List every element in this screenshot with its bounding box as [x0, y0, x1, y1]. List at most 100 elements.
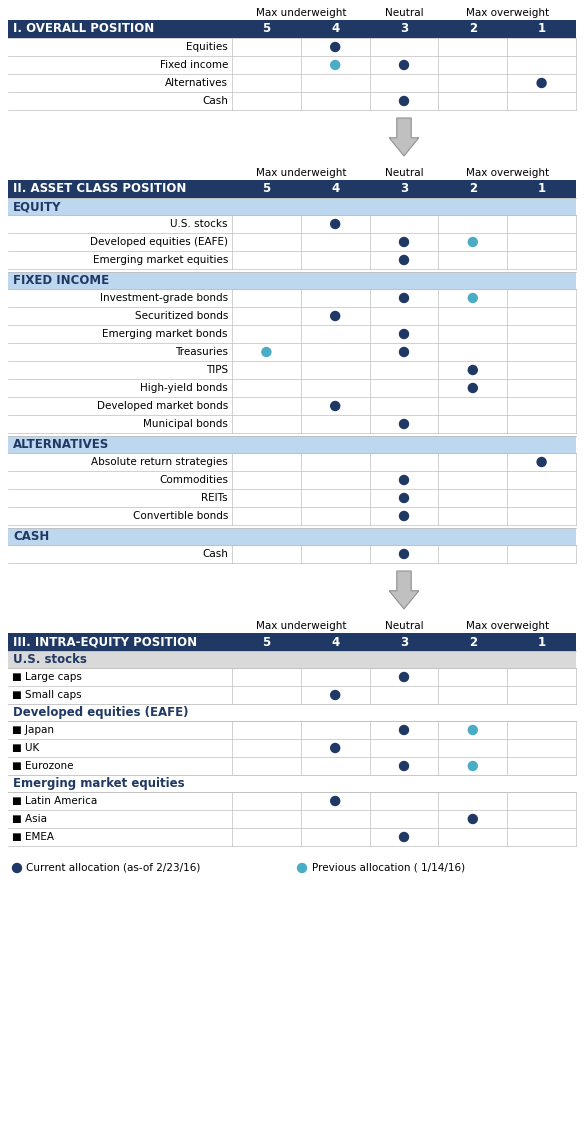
Text: Developed equities (EAFE): Developed equities (EAFE): [13, 706, 189, 718]
Bar: [8, 38, 576, 110]
Text: 3: 3: [400, 636, 408, 649]
Text: Securitized bonds: Securitized bonds: [135, 311, 228, 321]
Text: 4: 4: [331, 636, 339, 649]
Text: FIXED INCOME: FIXED INCOME: [13, 275, 109, 287]
Circle shape: [400, 255, 408, 264]
Text: 1: 1: [537, 636, 546, 649]
Polygon shape: [389, 571, 419, 609]
Circle shape: [468, 762, 478, 771]
Circle shape: [331, 744, 340, 753]
Text: ■ Asia: ■ Asia: [12, 815, 47, 824]
Text: Max underweight: Max underweight: [255, 8, 346, 18]
Text: 2: 2: [469, 183, 477, 196]
Bar: [8, 704, 576, 721]
Text: Fixed income: Fixed income: [159, 59, 228, 70]
Circle shape: [400, 294, 408, 302]
Text: Developed equities (EAFE): Developed equities (EAFE): [90, 237, 228, 247]
Bar: [8, 453, 576, 525]
Text: 1: 1: [537, 23, 546, 35]
Circle shape: [400, 673, 408, 682]
Circle shape: [400, 493, 408, 502]
Text: II. ASSET CLASS POSITION: II. ASSET CLASS POSITION: [13, 183, 186, 196]
Text: Max overweight: Max overweight: [466, 8, 548, 18]
Circle shape: [468, 238, 478, 246]
Text: 2: 2: [469, 23, 477, 35]
Text: EQUITY: EQUITY: [13, 200, 62, 213]
Text: 4: 4: [331, 23, 339, 35]
Text: I. OVERALL POSITION: I. OVERALL POSITION: [13, 23, 154, 35]
Text: Cash: Cash: [202, 549, 228, 559]
Circle shape: [331, 402, 340, 411]
Text: Developed market bonds: Developed market bonds: [97, 402, 228, 411]
Text: Emerging market equities: Emerging market equities: [93, 255, 228, 265]
Text: Max underweight: Max underweight: [255, 168, 346, 178]
Circle shape: [537, 79, 546, 87]
Text: 5: 5: [263, 636, 271, 649]
Text: Alternatives: Alternatives: [165, 78, 228, 88]
Text: Municipal bonds: Municipal bonds: [143, 419, 228, 429]
Bar: [8, 272, 576, 289]
Circle shape: [400, 511, 408, 521]
Text: Emerging market equities: Emerging market equities: [13, 777, 185, 791]
Polygon shape: [389, 118, 419, 156]
Text: Max underweight: Max underweight: [255, 621, 346, 631]
Circle shape: [468, 725, 478, 734]
Text: Absolute return strategies: Absolute return strategies: [91, 456, 228, 467]
Text: Max overweight: Max overweight: [466, 168, 548, 178]
Bar: [8, 436, 576, 453]
Bar: [8, 529, 576, 545]
Circle shape: [12, 864, 22, 873]
Text: ALTERNATIVES: ALTERNATIVES: [13, 438, 109, 451]
Bar: [8, 774, 576, 792]
Text: 3: 3: [400, 23, 408, 35]
Text: Previous allocation ( 1/14/16): Previous allocation ( 1/14/16): [312, 863, 465, 873]
Bar: [8, 668, 576, 704]
Bar: [8, 721, 576, 774]
Text: Current allocation (as-of 2/23/16): Current allocation (as-of 2/23/16): [26, 863, 200, 873]
Text: Equities: Equities: [186, 42, 228, 51]
Text: Commodities: Commodities: [159, 475, 228, 485]
Text: ■ EMEA: ■ EMEA: [12, 832, 54, 842]
Text: High-yield bonds: High-yield bonds: [140, 383, 228, 394]
Bar: [8, 633, 576, 651]
Circle shape: [400, 476, 408, 485]
Circle shape: [400, 762, 408, 771]
Circle shape: [331, 311, 340, 320]
Circle shape: [400, 96, 408, 105]
Bar: [8, 198, 576, 215]
Text: REITs: REITs: [202, 493, 228, 503]
Text: Cash: Cash: [202, 96, 228, 106]
Circle shape: [537, 458, 546, 467]
Circle shape: [468, 383, 478, 392]
Circle shape: [331, 220, 340, 229]
Text: 1: 1: [537, 183, 546, 196]
Circle shape: [400, 833, 408, 842]
Bar: [8, 180, 576, 198]
Text: 3: 3: [400, 183, 408, 196]
Circle shape: [400, 725, 408, 734]
Bar: [8, 289, 576, 432]
Text: ■ UK: ■ UK: [12, 742, 39, 753]
Text: ■ Small caps: ■ Small caps: [12, 690, 81, 700]
Text: Max overweight: Max overweight: [466, 621, 548, 631]
Text: U.S. stocks: U.S. stocks: [171, 219, 228, 229]
Text: Neutral: Neutral: [384, 168, 423, 178]
Text: 4: 4: [331, 183, 339, 196]
Circle shape: [298, 864, 306, 873]
Text: 5: 5: [263, 23, 271, 35]
Circle shape: [468, 365, 478, 374]
Text: III. INTRA-EQUITY POSITION: III. INTRA-EQUITY POSITION: [13, 636, 197, 649]
Bar: [8, 545, 576, 563]
Circle shape: [400, 348, 408, 357]
Circle shape: [400, 61, 408, 70]
Text: Convertible bonds: Convertible bonds: [132, 511, 228, 521]
Bar: [8, 215, 576, 269]
Circle shape: [331, 42, 340, 51]
Circle shape: [400, 420, 408, 429]
Text: Neutral: Neutral: [384, 621, 423, 631]
Circle shape: [400, 329, 408, 339]
Bar: [8, 651, 576, 668]
Text: ■ Eurozone: ■ Eurozone: [12, 761, 73, 771]
Text: 2: 2: [469, 636, 477, 649]
Circle shape: [331, 61, 340, 70]
